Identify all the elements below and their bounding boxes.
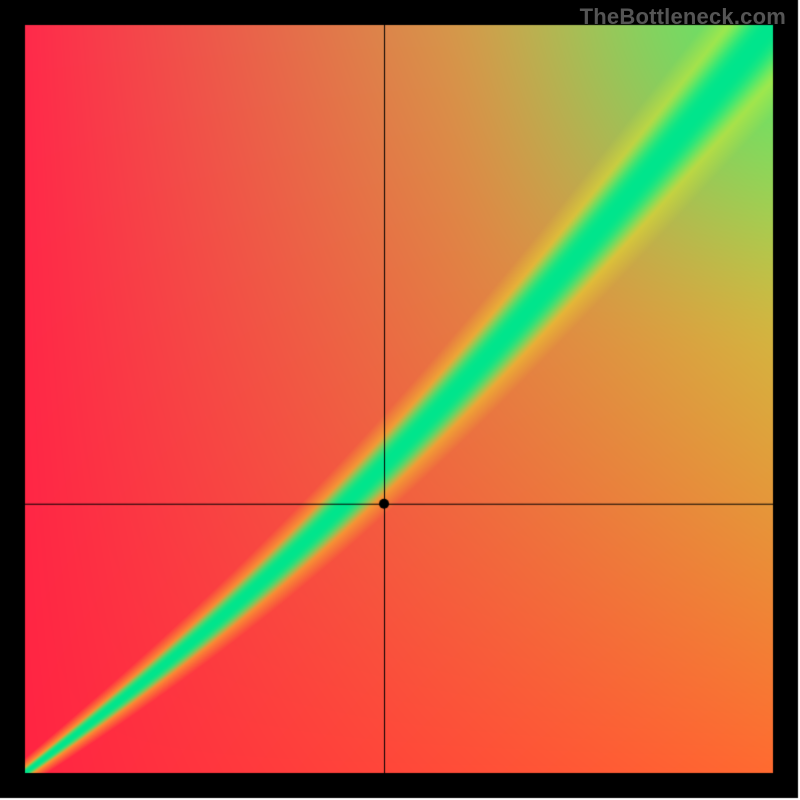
chart-container: TheBottleneck.com — [0, 0, 800, 800]
bottleneck-heatmap — [0, 0, 800, 800]
watermark-text: TheBottleneck.com — [580, 4, 786, 30]
